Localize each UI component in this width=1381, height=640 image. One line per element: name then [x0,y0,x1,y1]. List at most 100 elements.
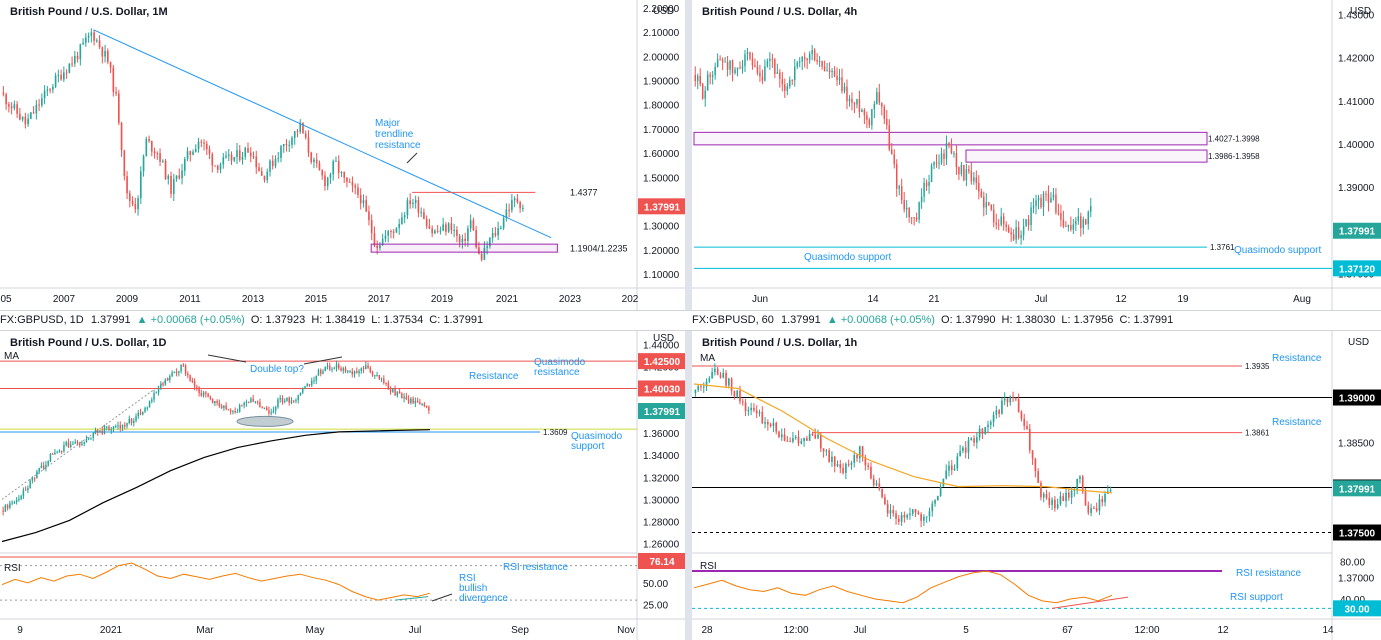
candle-body [175,175,178,179]
symbol-label[interactable]: FX:GBPUSD, 1D [0,314,84,326]
candle-body [380,378,383,380]
candle-body [508,209,510,211]
low-value: L: 1.37956 [1061,314,1114,326]
rsi-marker-tag-bg [638,553,685,569]
candle-body [759,72,761,77]
candle-body [935,162,938,164]
candle-body [475,230,477,248]
candle-body [500,227,502,229]
zone-rect [370,243,558,253]
candle-body [60,74,62,80]
candle-body [1079,476,1081,479]
candle-body [850,462,853,465]
candle-body [1030,207,1032,226]
candle-body [20,496,22,499]
candle-body [990,205,993,210]
candle-body [783,434,786,441]
candle-body [992,415,995,422]
candle-body [385,382,387,384]
candle-body [304,133,307,138]
y-tick-label: 1.43000 [1338,10,1375,21]
candle-body [753,407,755,411]
annotation-text: Quasimodo [571,431,623,442]
level-label: 1.4377 [570,187,598,197]
candle-body [838,77,841,81]
candle-body [306,384,308,387]
candle-body [82,42,84,45]
x-tick-label: 12:00 [783,625,808,636]
rsi-marker-tag-bg [1333,600,1381,617]
candle-body [49,453,52,462]
candle-body [236,150,238,158]
chart-title: British Pound / U.S. Dollar, 4h [702,6,858,18]
candle-body [839,464,842,468]
candle-body [11,502,13,504]
candle-body [722,372,725,378]
candle-body [346,177,348,182]
candle-body [739,67,741,69]
candle-body [258,167,260,172]
candle-body [135,416,137,421]
candle-body [218,402,221,407]
candle-body [1012,396,1014,399]
candle-body [425,218,428,227]
symbol-label[interactable]: FX:GBPUSD, 60 [692,314,774,326]
candle-body [878,92,881,103]
candle-body [998,410,1000,414]
candle-body [164,160,167,180]
level-label: 1.3609 [543,428,568,437]
chart-1m: British Pound / U.S. Dollar, 1M USD2.2000… [0,0,685,310]
candle-body [36,471,38,479]
candle-body [288,144,291,146]
candle-body [1101,499,1104,503]
candle-body [928,511,931,517]
high-value: H: 1.38030 [1001,314,1056,326]
candle-body [164,379,167,385]
candle-body [162,384,164,386]
candle-body [232,411,234,413]
candle-body [781,78,784,85]
candle-body [272,410,275,413]
candle-body [1057,212,1060,214]
annotation-arrow [207,354,247,363]
candle-body [21,116,24,120]
candle-body [8,104,10,107]
annotation-text: RSI [459,573,476,584]
candle-body [959,450,961,457]
candle-body [2,92,5,95]
annotation-text-line2: bullish [459,583,487,594]
candle-body [292,400,295,402]
candle-body [63,445,65,452]
candle-body [808,433,811,441]
rsi-marker-tag: 76.14 [649,557,674,568]
candle-body [911,509,914,514]
candle-body [754,65,756,67]
candle-body [709,74,711,77]
y-tick-label: 1.39000 [1338,183,1375,194]
zone-rect [693,131,1208,146]
candle-body [220,406,223,409]
candle-body [186,151,189,160]
candle-body [1020,235,1022,238]
double-bottom-ellipse [236,415,294,427]
candle-body [886,118,888,126]
candle-body [263,407,266,409]
candle-body [238,405,241,412]
candle-body [280,146,282,158]
candle-body [288,397,290,403]
candle-body [923,516,925,521]
candle-body [800,441,803,444]
candle-body [78,443,81,445]
candle-body [1072,224,1075,230]
candle-body [249,152,252,157]
candle-body [696,75,699,82]
candle-body [522,207,524,209]
candle-body [917,512,920,515]
candle-body [486,246,488,248]
candle-body [1081,476,1084,492]
candle-body [211,398,214,404]
candle-body [304,386,306,389]
x-tick-label: Jun [752,294,768,305]
candle-body [417,200,420,213]
y-tick-label: 1.37000 [1338,574,1375,585]
